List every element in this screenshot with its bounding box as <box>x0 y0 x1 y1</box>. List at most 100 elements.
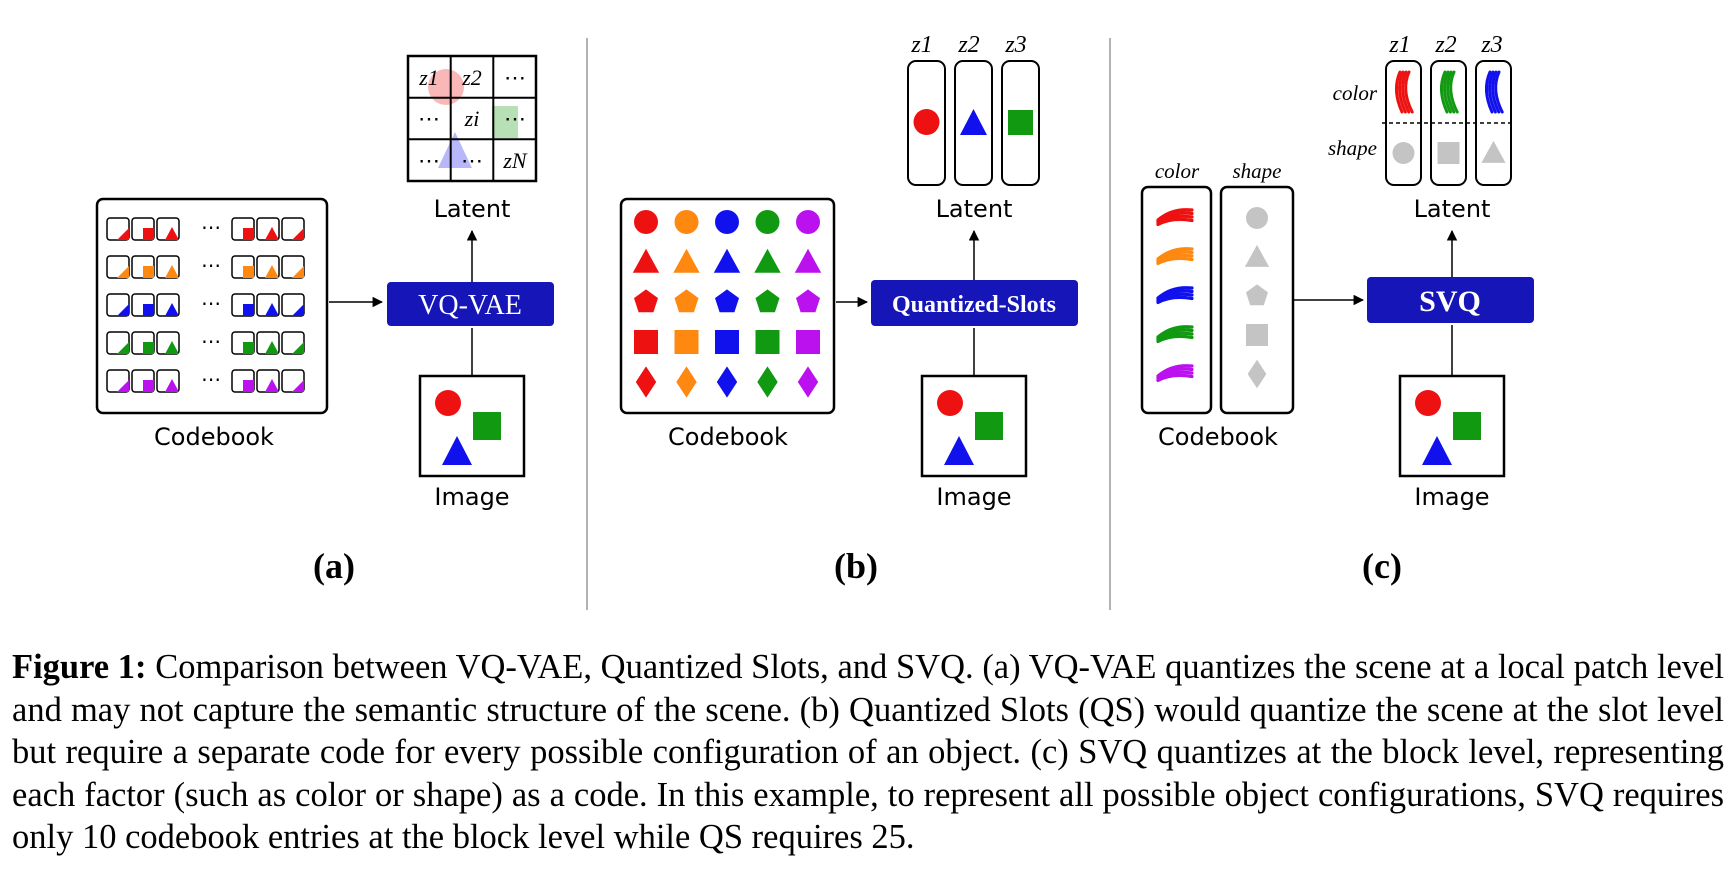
codebook-c-shape-entry <box>1246 207 1268 229</box>
codebook-a-ellipsis: ⋯ <box>201 367 221 391</box>
slot-label-z3-b: z3 <box>1004 32 1026 58</box>
codebook-a-tile <box>231 331 255 355</box>
latent-cell-dots-1: ⋯ <box>504 65 526 90</box>
codebook-label-a: Codebook <box>154 423 274 451</box>
codebook-column-color: color <box>1155 159 1200 183</box>
codebook-label-c: Codebook <box>1158 423 1278 451</box>
latent-cell-zN: zN <box>502 148 528 173</box>
codebook-a-ellipsis: ⋯ <box>201 291 221 315</box>
codebook-a-ellipsis: ⋯ <box>201 253 221 277</box>
codebook-b-entry <box>674 330 699 354</box>
image-b <box>920 374 1028 478</box>
codebook-b-entry <box>634 289 658 313</box>
codebook-a-tile <box>231 255 255 279</box>
slot-red-circle <box>913 109 940 135</box>
codebook-a-tile <box>106 217 130 241</box>
codebook-a-tile <box>131 331 155 355</box>
codebook-b-entry <box>797 366 819 398</box>
codebook-a-tile <box>131 255 155 279</box>
codebook-b-entry <box>713 248 741 273</box>
codebook-a-tile <box>156 217 180 241</box>
slot-color-code <box>1440 70 1459 114</box>
latent-highlight-red <box>428 69 464 105</box>
image-label-b: Image <box>936 483 1011 511</box>
codebook-a-tile <box>156 255 180 279</box>
image-red-circle <box>435 390 461 416</box>
slot-label-z1-c: z1 <box>1388 32 1410 58</box>
codebook-a-tile <box>131 293 155 317</box>
panel-label-c: (c) <box>1362 546 1402 586</box>
codebook-a-tile <box>131 217 155 241</box>
quantized-slots-label: Quantized-Slots <box>892 292 1056 318</box>
latent-label-c: Latent <box>1414 195 1491 223</box>
codebook-b-entry <box>632 248 660 273</box>
slot-label-z2-b: z2 <box>957 32 979 58</box>
panel-label-b: (b) <box>834 546 878 586</box>
latent-cell-dots-5: ⋯ <box>461 148 483 173</box>
image-frame <box>1398 374 1506 478</box>
codebook-a-tile <box>131 369 155 393</box>
codebook-b-entry <box>673 248 700 273</box>
codebook-a-entries: ⋯ ⋯ ⋯ ⋯ ⋯ <box>106 215 305 393</box>
image-label-c: Image <box>1414 483 1489 511</box>
codebook-a-tile <box>106 255 130 279</box>
codebook-color-box <box>1140 185 1213 415</box>
codebook-a-tile <box>256 369 280 393</box>
codebook-c-shape-entry <box>1244 244 1270 267</box>
codebook-b-entry <box>716 366 738 398</box>
codebook-a-tile <box>256 217 280 241</box>
slots-c: z1 z2 z3 color shape <box>1328 32 1515 186</box>
figure-caption: Figure 1: Comparison between VQ-VAE, Qua… <box>12 646 1724 859</box>
codebook-b-entry <box>794 248 822 273</box>
latent-label-b: Latent <box>936 195 1013 223</box>
latent-highlight-blue <box>438 132 472 168</box>
block-label-color: color <box>1333 81 1378 105</box>
slot-label-z3-c: z3 <box>1480 32 1502 58</box>
codebook-a-tile <box>256 255 280 279</box>
panel-a: ⋯ ⋯ ⋯ ⋯ ⋯ Codebook VQ-VAE z1 z2 ⋯ ⋯ zi ⋯ ⋯ ⋯… <box>95 54 554 586</box>
codebook-b-entry <box>796 289 820 313</box>
latent-cell-z1: z1 <box>418 65 439 90</box>
codebook-a-tile <box>281 255 305 279</box>
codebook-a-tile <box>281 369 305 393</box>
codebook-c-color-entry <box>1156 247 1194 266</box>
slot-color-code <box>1395 70 1414 114</box>
codebook-b-entry <box>754 248 781 273</box>
latent-cell-dots-2: ⋯ <box>418 106 440 131</box>
codebook-b-entry <box>715 330 739 354</box>
svq-label: SVQ <box>1419 285 1481 318</box>
slot-shape-code <box>1392 142 1415 164</box>
latent-label-a: Latent <box>434 195 511 223</box>
image-label-a: Image <box>434 483 509 511</box>
codebook-a-tile <box>281 293 305 317</box>
codebook-b-entry <box>635 366 657 398</box>
slots-b: z1 z2 z3 <box>907 32 1040 186</box>
codebook-b-entry <box>757 366 778 398</box>
figure-1: ⋯ ⋯ ⋯ ⋯ ⋯ Codebook VQ-VAE z1 z2 ⋯ ⋯ zi ⋯ ⋯ ⋯… <box>95 32 1534 610</box>
codebook-a-tile <box>231 369 255 393</box>
latent-cell-dots-3: ⋯ <box>504 106 526 131</box>
image-blue-triangle <box>1422 436 1452 465</box>
codebook-b-entry <box>796 330 820 354</box>
slot-shape-code <box>1437 142 1460 164</box>
codebook-c-shape-entry <box>1247 359 1267 389</box>
image-frame <box>920 374 1028 478</box>
codebook-a-tile <box>106 293 130 317</box>
codebook-a-tile <box>106 331 130 355</box>
block-label-shape: shape <box>1328 136 1377 160</box>
codebook-box-a <box>95 197 329 415</box>
slot-shape-code <box>1481 140 1506 163</box>
image-blue-triangle <box>442 436 472 465</box>
caption-text: Comparison between VQ-VAE, Quantized Slo… <box>12 648 1725 856</box>
slot-green-square <box>1008 110 1033 135</box>
codebook-c-shape-entry <box>1246 284 1268 306</box>
codebook-a-ellipsis: ⋯ <box>201 215 221 239</box>
codebook-a-tile <box>106 369 130 393</box>
codebook-b-entry <box>674 289 699 313</box>
latent-cell-dots-4: ⋯ <box>418 148 440 173</box>
image-frame <box>418 374 526 478</box>
codebook-b-entry <box>676 366 697 398</box>
image-green-square <box>1453 412 1481 440</box>
codebook-a-tile <box>156 293 180 317</box>
codebook-a-tile <box>256 293 280 317</box>
